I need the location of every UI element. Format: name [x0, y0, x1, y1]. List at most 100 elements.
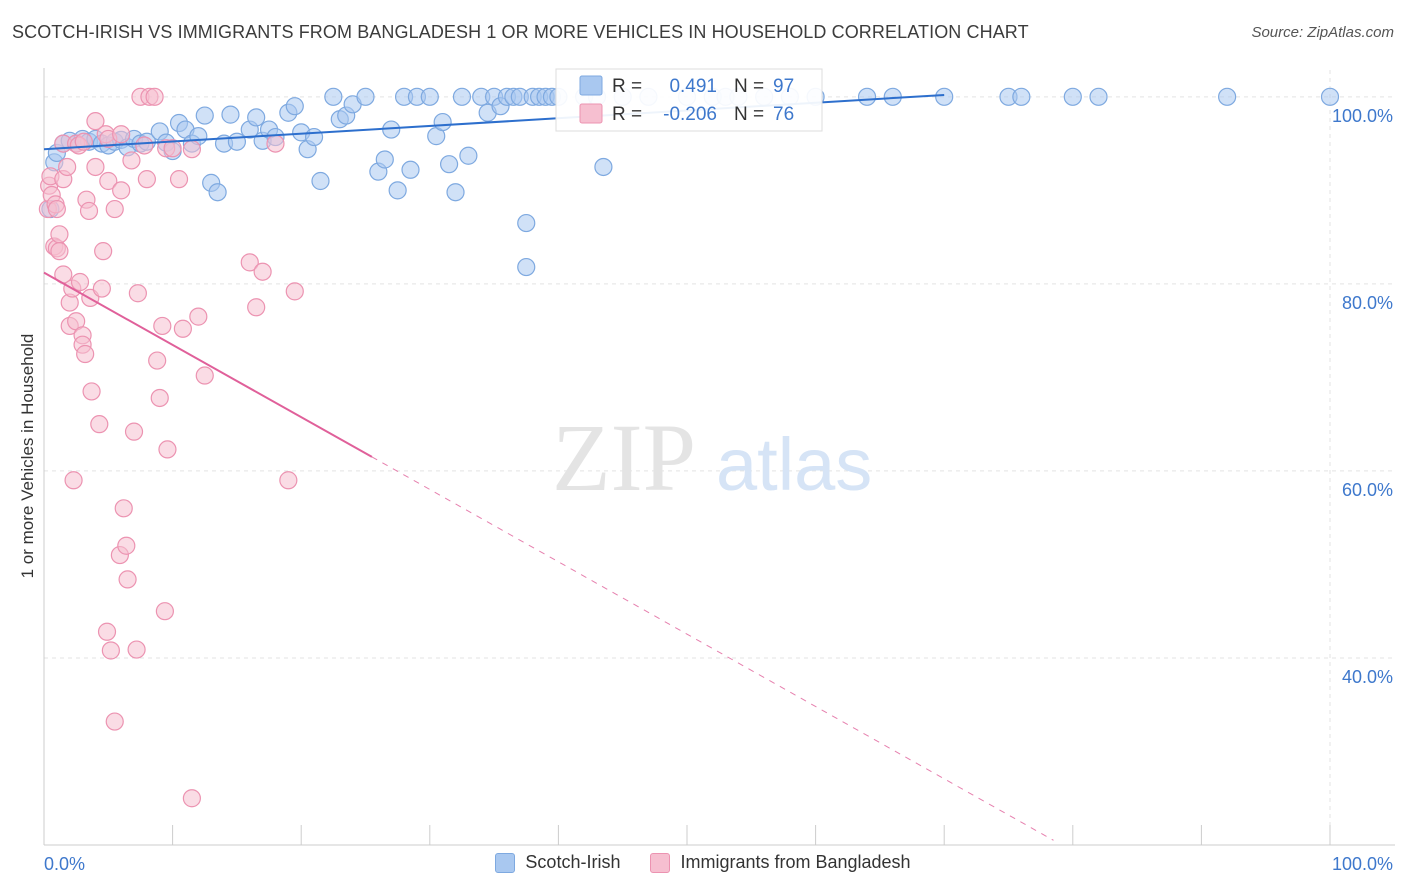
- y-tick-label-60: 60.0%: [1342, 480, 1393, 500]
- legend-n-value-1: 97: [773, 76, 794, 97]
- point-pink-10: [50, 242, 69, 261]
- point-pink-66: [247, 298, 266, 317]
- point-blue-57: [446, 183, 465, 202]
- y-tick-label-80: 80.0%: [1342, 293, 1393, 313]
- point-pink-46: [128, 284, 147, 303]
- x-tick-label-100: 100.0%: [1332, 854, 1393, 874]
- point-pink-17: [70, 272, 90, 292]
- point-pink-25: [86, 157, 105, 177]
- legend-n-label-2: N =: [734, 104, 764, 125]
- legend-item-bangladesh[interactable]: Immigrants from Bangladesh: [650, 852, 911, 873]
- legend-label-bangladesh: Immigrants from Bangladesh: [680, 852, 911, 872]
- series-legend: Scotch-Irish Immigrants from Bangladesh: [0, 852, 1406, 873]
- point-blue-68: [517, 257, 536, 277]
- point-pink-55: [155, 602, 174, 621]
- point-pink-52: [148, 351, 167, 370]
- point-pink-63: [189, 307, 208, 326]
- point-blue-28: [221, 105, 240, 124]
- point-blue-47: [375, 150, 394, 169]
- point-pink-65: [240, 253, 259, 272]
- point-blue-59: [459, 146, 478, 165]
- trend-line-pink: [43, 271, 373, 458]
- point-pink-54: [153, 316, 172, 336]
- chart-title: SCOTCH-IRISH VS IMMIGRANTS FROM BANGLADE…: [12, 22, 1029, 42]
- point-pink-68: [266, 134, 285, 153]
- legend-r-label-2: R =: [612, 104, 642, 125]
- legend-r-label-1: R =: [612, 76, 642, 97]
- point-pink-45: [127, 640, 146, 659]
- legend-n-label-1: N =: [734, 76, 764, 97]
- point-pink-62: [182, 789, 201, 808]
- x-tick-label-0: 0.0%: [44, 854, 85, 874]
- point-pink-40: [114, 499, 133, 518]
- point-pink-35: [99, 171, 118, 191]
- point-blue-51: [401, 160, 420, 179]
- point-pink-7: [50, 225, 69, 244]
- y-tick-label-100: 100.0%: [1332, 106, 1393, 126]
- point-pink-36: [105, 199, 124, 219]
- point-pink-33: [105, 712, 124, 731]
- correlation-legend: R = 0.491 N = 97 R = -0.206 N = 76: [555, 68, 823, 132]
- point-blue-58: [452, 87, 472, 106]
- point-blue-86: [857, 87, 877, 106]
- point-pink-27: [90, 415, 109, 434]
- point-blue-55: [433, 112, 452, 132]
- point-pink-9: [58, 157, 77, 177]
- point-pink-43: [122, 151, 141, 170]
- point-pink-41: [117, 536, 136, 555]
- point-pink-20: [76, 344, 95, 364]
- point-pink-32: [101, 641, 120, 660]
- watermark-zip: ZIP: [552, 404, 696, 511]
- point-blue-88: [935, 87, 954, 106]
- point-pink-29: [94, 242, 113, 261]
- point-blue-90: [1012, 87, 1031, 106]
- point-pink-58: [163, 139, 182, 158]
- point-blue-31: [247, 108, 266, 127]
- point-pink-28: [92, 279, 111, 298]
- point-pink-39: [112, 181, 131, 200]
- legend-item-scotch-irish[interactable]: Scotch-Irish: [495, 852, 620, 873]
- point-blue-76: [594, 157, 613, 177]
- point-blue-40: [311, 171, 330, 191]
- legend-n-value-2: 76: [773, 104, 794, 125]
- point-blue-41: [324, 87, 343, 106]
- point-pink-44: [124, 422, 144, 441]
- point-pink-48: [135, 136, 154, 155]
- point-blue-56: [439, 155, 459, 174]
- point-pink-51: [145, 87, 164, 106]
- point-pink-26: [86, 112, 105, 131]
- point-blue-36: [285, 97, 304, 116]
- point-pink-60: [173, 319, 192, 338]
- point-pink-53: [150, 388, 169, 408]
- legend-swatch-bangladesh: [650, 852, 671, 873]
- legend-r-value-1: 0.491: [669, 76, 717, 97]
- point-pink-70: [285, 282, 304, 301]
- point-blue-49: [388, 181, 407, 200]
- trend-layer: [43, 93, 1054, 841]
- point-blue-29: [227, 132, 246, 151]
- point-pink-67: [253, 262, 272, 281]
- point-pink-22: [79, 201, 99, 221]
- point-blue-67: [517, 213, 536, 233]
- point-pink-42: [118, 570, 137, 589]
- point-blue-94: [1320, 87, 1340, 106]
- point-pink-71: [47, 199, 66, 219]
- point-pink-61: [182, 140, 201, 159]
- point-blue-45: [356, 87, 375, 106]
- point-pink-57: [158, 440, 177, 459]
- point-blue-53: [420, 87, 439, 106]
- legend-swatch-scotch-irish: [495, 852, 516, 873]
- point-blue-91: [1063, 87, 1082, 106]
- watermark: ZIP atlas: [552, 404, 872, 511]
- point-blue-39: [304, 127, 324, 147]
- point-pink-15: [64, 471, 83, 490]
- watermark-atlas: atlas: [716, 423, 872, 506]
- point-pink-38: [112, 125, 131, 144]
- point-pink-59: [169, 170, 189, 189]
- point-pink-64: [195, 366, 214, 385]
- legend-swatch-blue: [579, 75, 603, 96]
- legend-label-scotch-irish: Scotch-Irish: [525, 852, 621, 872]
- legend-r-value-2: -0.206: [663, 104, 717, 125]
- point-pink-24: [82, 382, 101, 401]
